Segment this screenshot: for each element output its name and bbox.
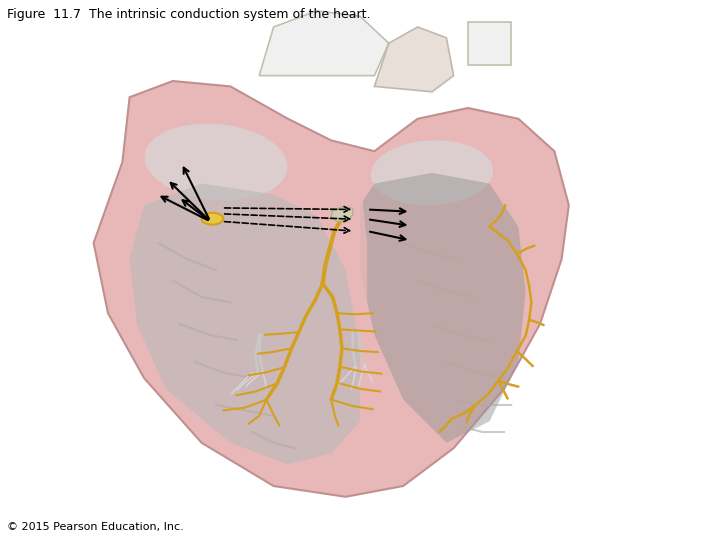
Polygon shape [94, 81, 569, 497]
Polygon shape [259, 11, 389, 76]
Polygon shape [468, 22, 511, 65]
Ellipse shape [145, 124, 287, 200]
Polygon shape [360, 173, 526, 443]
Polygon shape [130, 184, 360, 464]
Polygon shape [331, 206, 353, 221]
Text: Figure  11.7  The intrinsic conduction system of the heart.: Figure 11.7 The intrinsic conduction sys… [7, 8, 371, 21]
Text: © 2015 Pearson Education, Inc.: © 2015 Pearson Education, Inc. [7, 522, 184, 532]
Polygon shape [374, 27, 454, 92]
Ellipse shape [371, 140, 493, 205]
Ellipse shape [202, 213, 223, 225]
Polygon shape [346, 178, 389, 432]
